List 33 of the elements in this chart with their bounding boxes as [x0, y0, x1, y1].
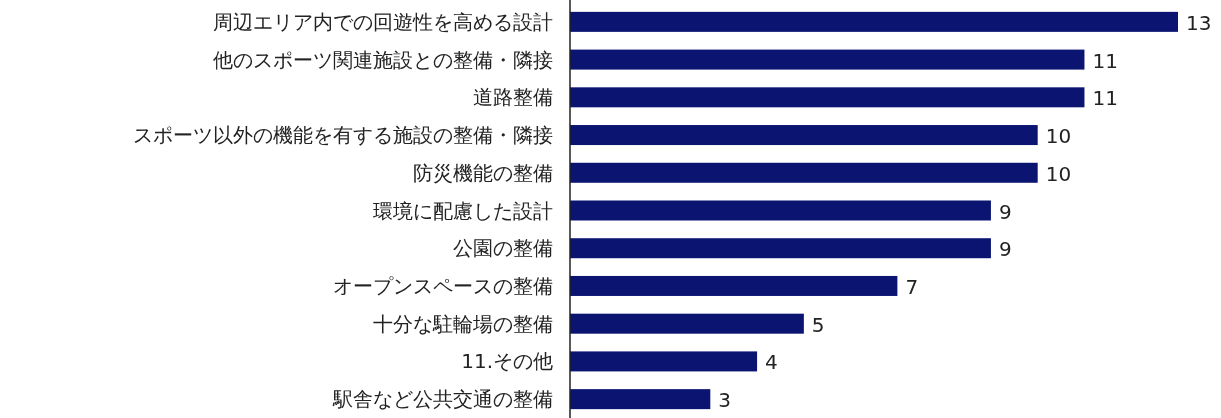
data-label: 5 [811, 312, 825, 337]
bar [570, 87, 1085, 108]
y-tick-label: 駅舎など公共交通の整備 [332, 387, 553, 412]
bar [570, 11, 1178, 32]
data-label: 10 [1045, 161, 1072, 186]
y-tick-label: 道路整備 [473, 85, 553, 110]
bar [570, 351, 758, 372]
data-label: 10 [1045, 124, 1072, 149]
bar [570, 200, 991, 221]
data-label: 9 [998, 237, 1012, 262]
data-label: 11 [1092, 86, 1118, 111]
y-tick-label: オープンスペースの整備 [333, 273, 553, 298]
y-tick-label: 他のスポーツ関連施設との整備・隣接 [213, 47, 553, 72]
data-label: 3 [718, 388, 732, 413]
data-label: 13 [1186, 10, 1212, 35]
y-tick-label: 11.その他 [461, 349, 553, 374]
bar [570, 125, 1038, 146]
bar [570, 313, 804, 334]
bar [570, 238, 991, 259]
y-tick-label: 環境に配慮した設計 [373, 198, 553, 223]
data-label: 4 [765, 350, 778, 375]
bar [570, 162, 1038, 183]
data-label: 7 [905, 274, 919, 299]
bar [570, 389, 711, 410]
y-tick-label: スポーツ以外の機能を有する施設の整備・隣接 [133, 123, 553, 148]
y-tick-label: 十分な駐輪場の整備 [373, 311, 553, 336]
data-label: 9 [998, 199, 1012, 224]
y-tick-label: 防災機能の整備 [413, 160, 553, 185]
y-tick-label: 公園の整備 [453, 236, 553, 261]
y-tick-label: 周辺エリア内での回遊性を高める設計 [213, 9, 553, 34]
bar [570, 275, 898, 296]
data-label: 11 [1092, 48, 1118, 73]
bar [570, 49, 1085, 70]
